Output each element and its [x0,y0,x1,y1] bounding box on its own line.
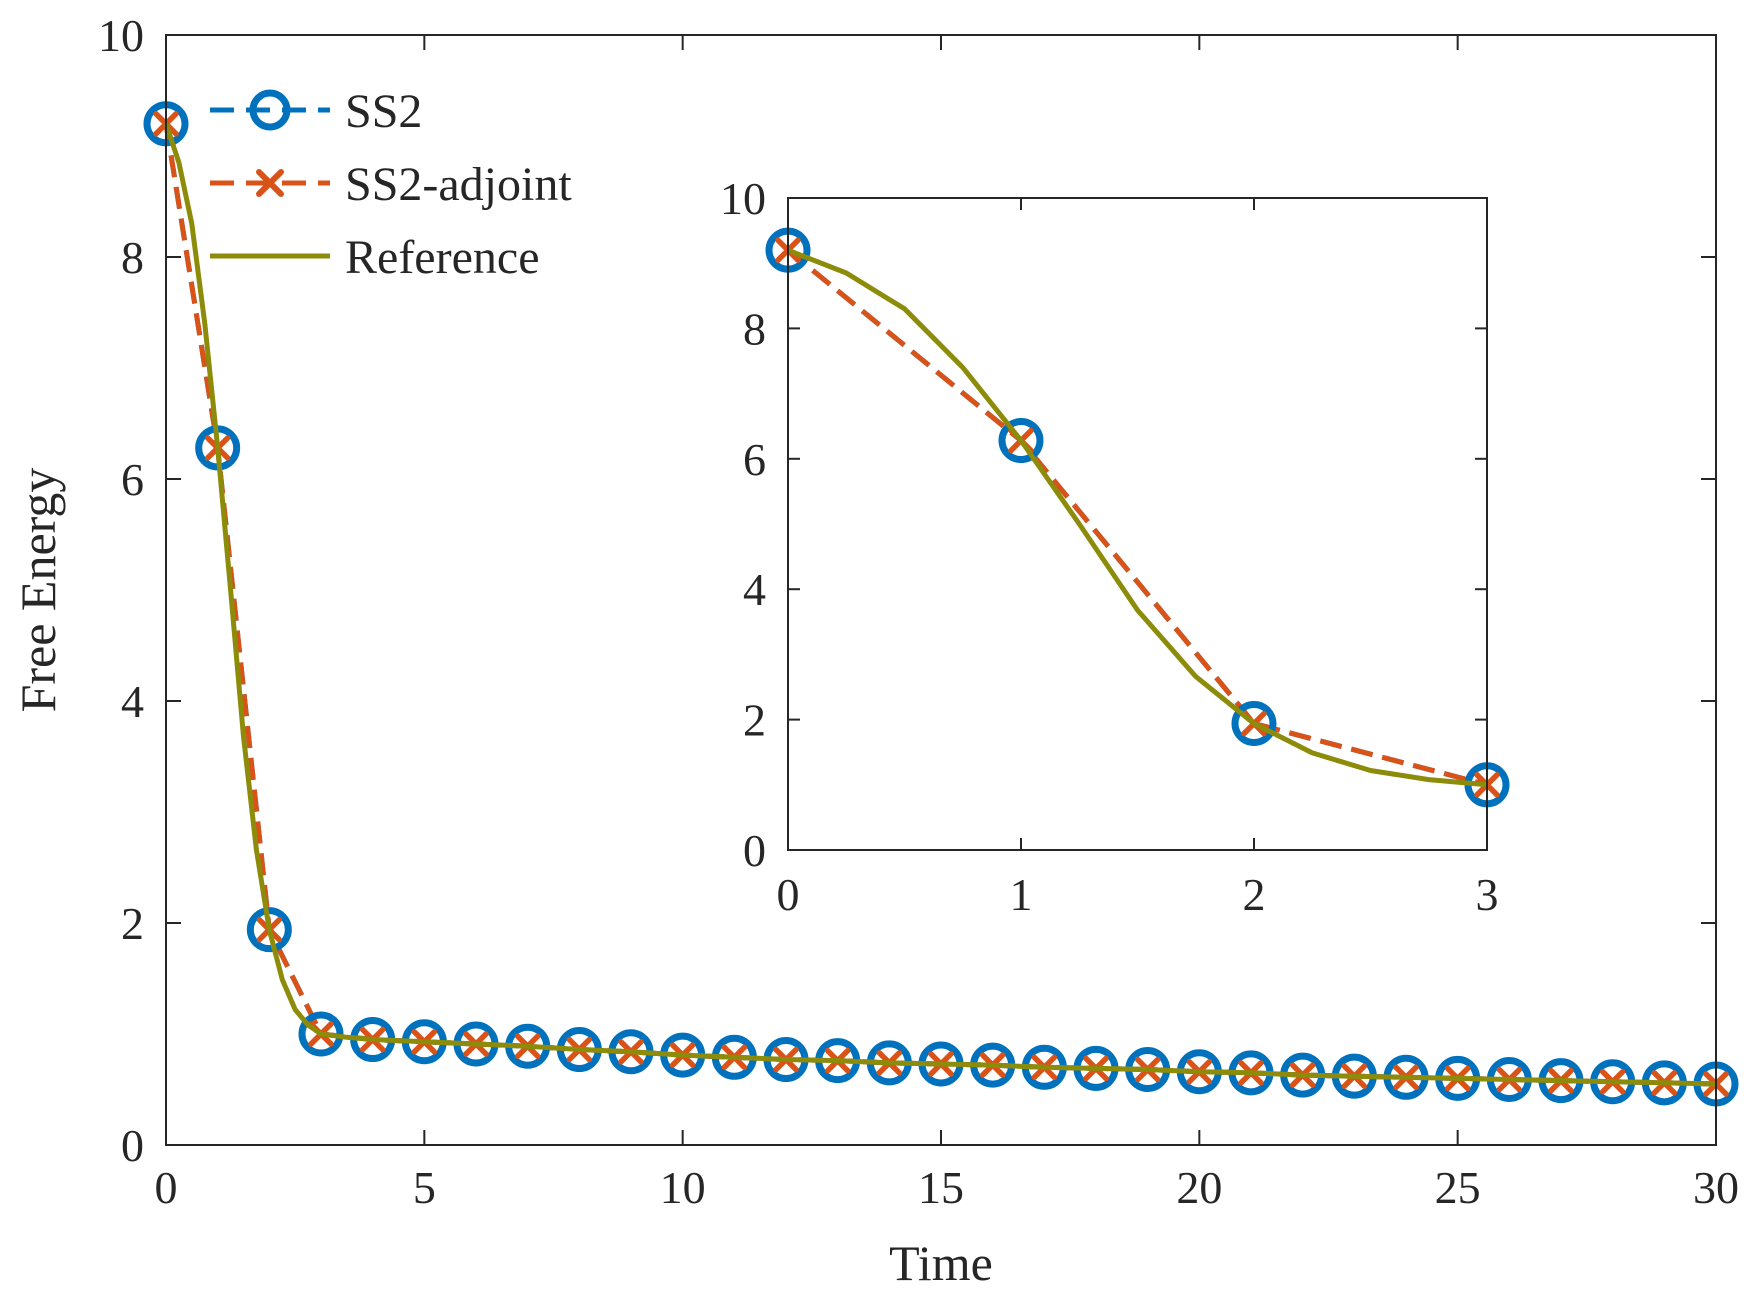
inset-y-tick-label: 2 [743,695,766,746]
main-ss2-marker [246,907,292,953]
main-x-tick-label: 5 [413,1162,436,1213]
inset-y-tick-label: 4 [743,564,766,615]
inset-x-tick-label: 2 [1243,869,1266,920]
main-x-tick-label: 10 [660,1162,706,1213]
inset-y-tick-label: 10 [720,173,766,224]
inset-series-reference-line [787,247,1488,788]
inset-axes: 0 1 2 3 0 2 4 6 8 10 [720,173,1510,920]
legend-ss2-marker [249,89,291,131]
inset-axes-frame [787,197,1488,851]
inset-y-tick-label: 6 [743,434,766,485]
legend-ss2-label: SS2 [345,85,422,138]
main-y-tick-label: 4 [121,676,144,727]
main-series-reference-line [163,123,1717,1087]
inset-series-ss2-adjoint-line [786,248,1488,788]
inset-x-tick-label: 0 [777,869,800,920]
main-x-tick-label: 20 [1176,1162,1222,1213]
inset-plot-area [788,198,1487,850]
main-y-tick-label: 2 [121,898,144,949]
inset-x-tick-label: 1 [1010,869,1033,920]
main-series-group [143,101,1739,1107]
main-x-tick-label: 30 [1693,1162,1739,1213]
inset-ss2-marker [1231,701,1277,747]
main-y-tick-label: 0 [121,1120,144,1171]
main-y-axis-title: Free Energy [10,468,66,713]
main-x-axis-title: Time [889,1235,993,1291]
legend-ss2-adjoint-marker [256,169,284,197]
main-y-tick-label: 6 [121,454,144,505]
legend-ss2-adjoint-label: SS2-adjoint [345,158,572,211]
inset-ss2-marker [998,418,1044,464]
inset-x-tick-label: 3 [1476,869,1499,920]
main-y-tick-label: 8 [121,232,144,283]
main-x-tick-label: 15 [918,1162,964,1213]
legend: SS2 SS2-adjoint Reference [210,85,572,284]
main-y-tick-label: 10 [98,10,144,61]
legend-reference-label: Reference [345,231,540,284]
main-x-tick-label: 25 [1435,1162,1481,1213]
inset-y-tick-label: 0 [743,825,766,876]
inset-y-tick-label: 8 [743,303,766,354]
main-x-tick-label: 0 [155,1162,178,1213]
